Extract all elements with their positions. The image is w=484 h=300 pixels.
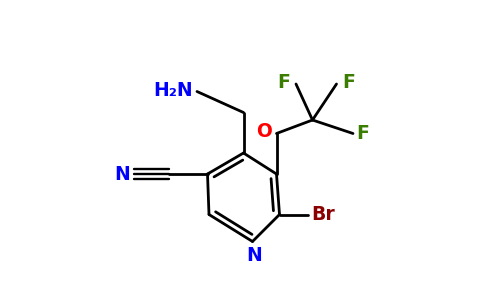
Text: F: F <box>277 73 290 92</box>
Text: Br: Br <box>312 205 335 224</box>
Text: O: O <box>256 122 272 142</box>
Text: F: F <box>357 124 369 143</box>
Text: F: F <box>343 73 355 92</box>
Text: N: N <box>114 164 130 184</box>
Text: N: N <box>246 246 262 265</box>
Text: H₂N: H₂N <box>153 80 193 100</box>
